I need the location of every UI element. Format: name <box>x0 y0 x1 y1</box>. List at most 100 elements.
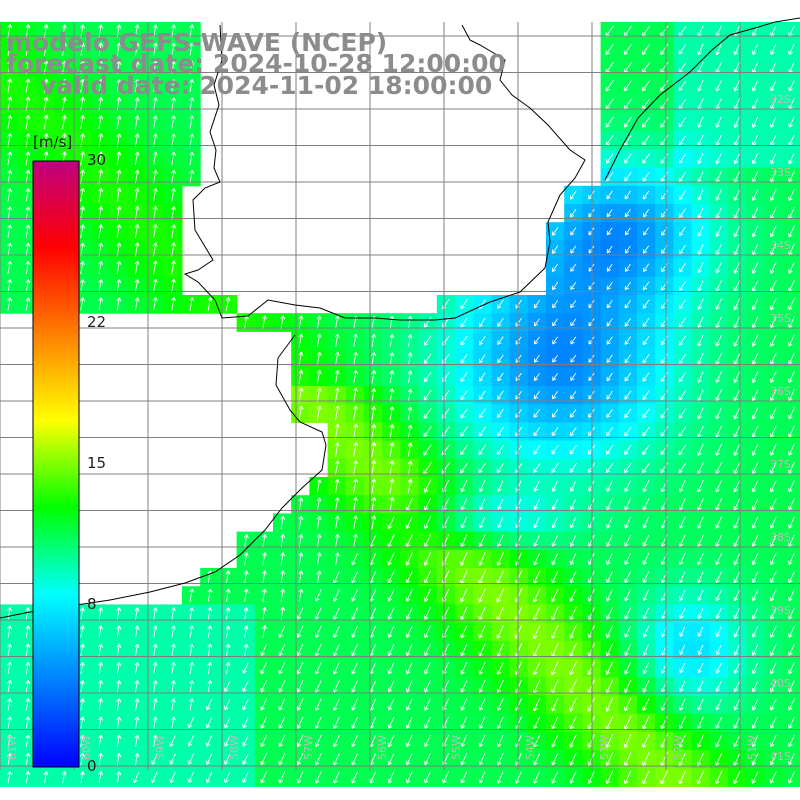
wind-arrow <box>25 188 31 202</box>
wind-arrow <box>551 409 559 418</box>
wind-arrow <box>460 516 468 529</box>
wind-arrow <box>551 498 559 510</box>
wind-arrow <box>407 315 413 329</box>
wind-arrow <box>697 716 704 729</box>
wind-arrow <box>769 498 777 511</box>
wind-arrow <box>624 153 632 164</box>
coastline-south-shore <box>0 334 327 619</box>
wind-arrow <box>532 588 541 603</box>
wind-arrow <box>642 372 650 382</box>
wind-arrow <box>171 133 176 147</box>
wind-arrow <box>678 770 687 785</box>
wind-arrow <box>751 480 759 493</box>
wind-arrow <box>715 498 723 511</box>
wind-arrow <box>678 317 687 328</box>
wind-arrow <box>715 698 722 711</box>
longitude-label: 55W <box>450 735 463 760</box>
forecast-date: forecast date: 2024-10-28 12:00:00 <box>6 49 506 78</box>
wind-arrow <box>242 698 249 711</box>
wind-arrow <box>171 224 176 239</box>
wind-arrow <box>389 352 395 365</box>
wind-arrow <box>242 717 249 729</box>
wind-arrow <box>189 60 195 74</box>
wind-arrow <box>25 42 31 57</box>
wind-arrow <box>697 80 704 92</box>
wind-arrow <box>606 589 613 602</box>
wind-arrow <box>262 606 267 620</box>
wind-arrows <box>7 24 795 785</box>
wind-arrow <box>660 43 669 56</box>
wind-arrow <box>696 770 705 785</box>
wind-arrow <box>497 372 504 382</box>
wind-arrow <box>769 188 777 202</box>
wind-arrow <box>333 734 340 748</box>
wind-arrow <box>296 716 304 729</box>
wind-arrow <box>788 589 795 602</box>
wind-arrow <box>551 624 559 639</box>
wind-arrow <box>552 391 559 400</box>
wind-arrow <box>496 462 505 474</box>
wind-arrow <box>623 697 632 712</box>
wind-arrow <box>298 552 304 566</box>
wind-arrow <box>371 333 377 347</box>
wind-arrow <box>296 680 304 693</box>
wind-arrow <box>606 263 613 272</box>
wind-arrow <box>134 133 140 147</box>
wind-arrow <box>478 534 486 548</box>
wind-arrow <box>788 771 795 784</box>
wind-arrow <box>334 369 340 384</box>
wind-arrow <box>623 43 632 56</box>
wind-arrow <box>570 354 577 363</box>
wind-arrow <box>497 317 504 327</box>
wind-arrow <box>478 716 486 729</box>
wind-arrow <box>43 96 49 111</box>
wind-arrow <box>207 296 213 312</box>
wind-arrow <box>25 133 31 148</box>
wind-arrow <box>152 206 158 220</box>
wind-arrow <box>296 771 304 784</box>
wind-arrow <box>697 698 704 711</box>
wind-arrow <box>314 734 322 748</box>
wind-arrow <box>788 571 795 584</box>
wind-arrow <box>424 698 431 711</box>
wind-arrow <box>334 515 340 530</box>
wind-arrow <box>334 315 340 329</box>
wind-arrow <box>733 371 741 383</box>
wind-arrow <box>733 734 741 748</box>
wind-arrow <box>80 187 85 202</box>
wind-arrow <box>715 352 722 365</box>
wind-arrow <box>660 462 669 474</box>
wind-arrow <box>7 133 13 148</box>
wind-arrow <box>460 372 468 382</box>
wind-arrow <box>423 335 432 346</box>
wind-arrow <box>605 697 614 712</box>
wind-arrow <box>189 169 195 184</box>
wind-arrow <box>715 571 722 584</box>
wind-arrow <box>61 60 67 75</box>
wind-arrow <box>788 43 795 56</box>
wind-arrow <box>407 442 413 457</box>
wind-arrow <box>7 607 13 620</box>
wind-arrow <box>280 588 286 602</box>
latitude-label: 33S <box>770 166 791 179</box>
wind-arrow <box>351 662 359 675</box>
wind-arrow <box>387 716 395 729</box>
wind-arrow <box>605 752 614 766</box>
wind-arrow <box>460 480 468 493</box>
wind-arrow <box>278 662 286 675</box>
wind-arrow <box>642 208 650 218</box>
wind-arrow <box>205 717 213 729</box>
wind-arrow <box>7 680 13 693</box>
longitude-label: 58W <box>228 735 241 760</box>
wind-arrow <box>642 589 650 602</box>
wind-arrow <box>769 734 777 748</box>
wind-arrow <box>460 498 468 511</box>
wind-arrow <box>7 78 13 93</box>
wind-arrow <box>715 608 722 620</box>
wind-arrow <box>624 661 632 675</box>
wind-arrow <box>116 661 122 675</box>
wind-arrow <box>405 771 413 784</box>
wind-arrow <box>243 570 249 584</box>
wind-arrow <box>569 190 577 200</box>
wind-arrow <box>788 625 795 638</box>
